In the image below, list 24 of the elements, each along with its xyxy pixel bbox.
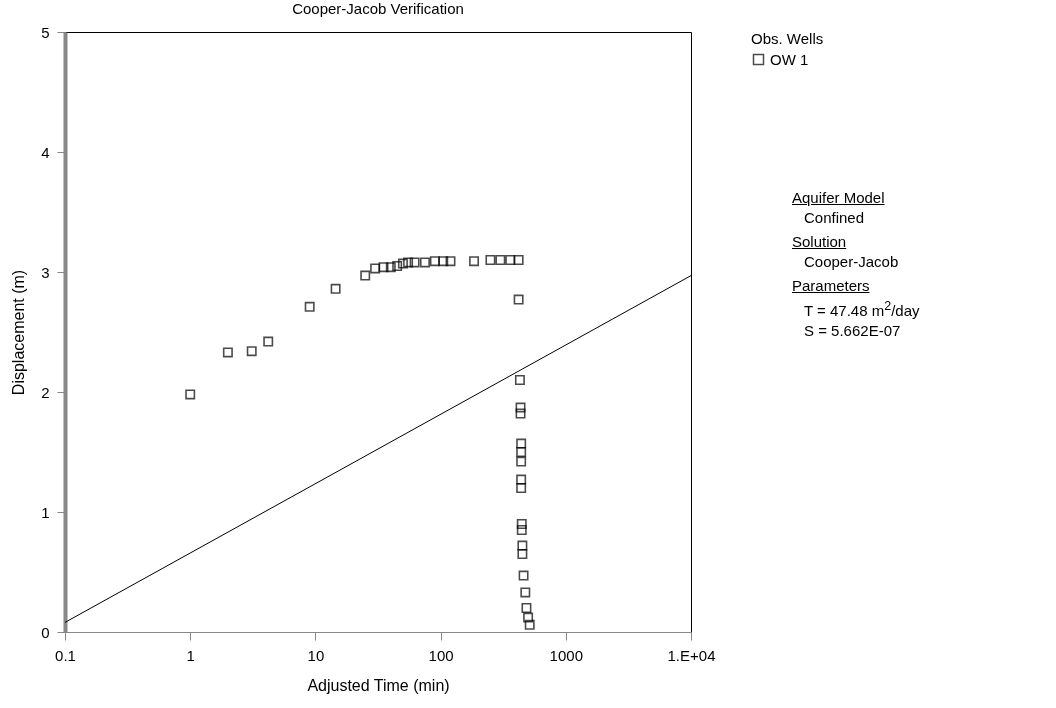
text: Solution xyxy=(792,232,848,252)
y-axis-title: Displacement (m) xyxy=(10,269,28,396)
x-tick-label: 1000 xyxy=(549,646,583,664)
x-tick-label: 0.1 xyxy=(55,646,76,664)
chart-title: Cooper-Jacob Verification xyxy=(292,0,464,17)
y-tick-label: 3 xyxy=(41,263,50,281)
text: S = 5.662E-07 xyxy=(803,321,902,341)
y-tick-label: 2 xyxy=(41,383,50,401)
x-axis-title: Adjusted Time (min) xyxy=(307,676,450,694)
text: Cooper-Jacob xyxy=(803,252,900,272)
x-tick-label: 1.E+04 xyxy=(667,646,716,664)
y-tick-label: 1 xyxy=(41,503,50,521)
text: Parameters xyxy=(792,276,871,296)
legend-title: Obs. Wells xyxy=(751,30,824,47)
y-tick-label: 4 xyxy=(41,143,50,161)
x-tick-label: 100 xyxy=(428,646,454,664)
x-tick-label: 10 xyxy=(307,646,325,664)
x-tick-label: 1 xyxy=(186,646,195,664)
legend-label: OW 1 xyxy=(770,50,809,68)
y-tick-label: 5 xyxy=(41,23,50,41)
text: Confined xyxy=(803,208,866,228)
text: Aquifer Model xyxy=(792,188,886,208)
text: T = 47.48 m$^{2}$/day xyxy=(803,298,920,321)
y-tick-label: 0 xyxy=(41,623,50,641)
